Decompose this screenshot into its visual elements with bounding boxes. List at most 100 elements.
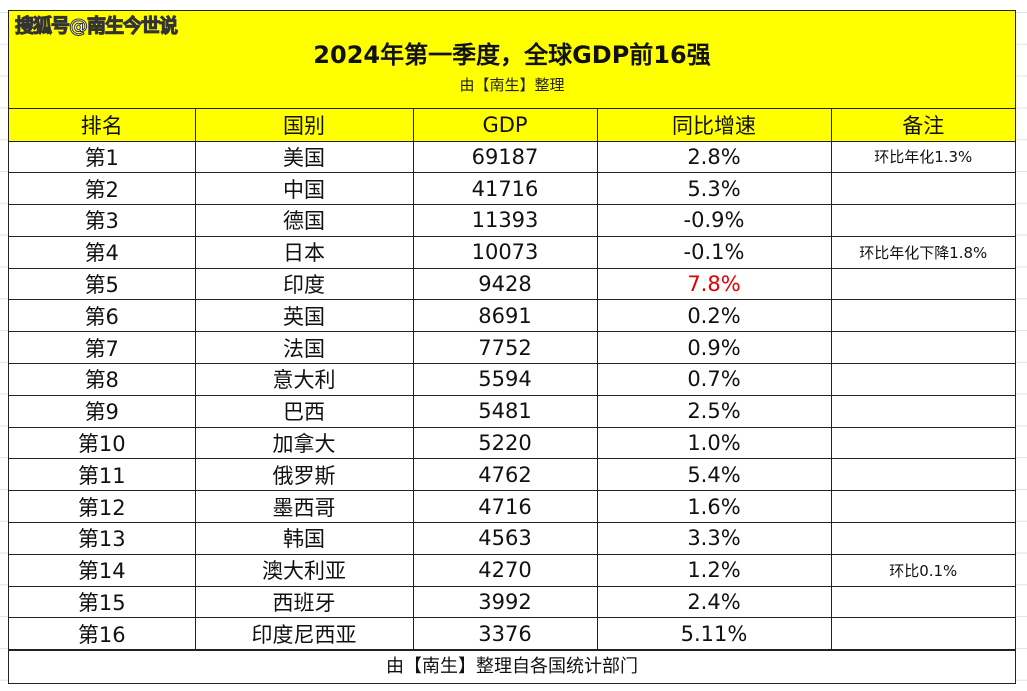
growth-cell: 2.8%: [596, 140, 832, 174]
rank-cell: 第6: [9, 299, 196, 333]
gdp-cell: 4563: [412, 522, 598, 555]
gdp-cell: 5594: [412, 363, 598, 396]
table-row: 第5 印度 9428 7.8%: [9, 267, 1015, 301]
note-cell: [830, 426, 1015, 460]
country-cell: 法国: [194, 331, 414, 365]
table-row: 第12 墨西哥 4716 1.6%: [9, 490, 1015, 524]
table-row: 第9 巴西 5481 2.5%: [9, 394, 1015, 428]
note-cell: [830, 522, 1015, 555]
note-cell: [830, 490, 1015, 524]
table-row: 第4 日本 10073 -0.1% 环比年化下降1.8%: [9, 235, 1015, 269]
note-cell: [830, 267, 1015, 301]
header-row: 排名 国别 GDP 同比增速 备注: [9, 109, 1015, 142]
table-row: 第10 加拿大 5220 1.0%: [9, 426, 1015, 460]
growth-cell: 0.7%: [596, 363, 832, 396]
note-cell: [830, 394, 1015, 428]
growth-cell: 1.2%: [596, 553, 832, 587]
header-country: 国别: [194, 109, 414, 142]
country-cell: 英国: [194, 299, 414, 333]
gdp-cell: 11393: [412, 204, 598, 237]
gdp-cell: 5481: [412, 394, 598, 428]
country-cell: 印度尼西亚: [194, 617, 414, 651]
gdp-cell: 8691: [412, 299, 598, 333]
country-cell: 巴西: [194, 394, 414, 428]
growth-cell: 0.9%: [596, 331, 832, 365]
rank-cell: 第9: [9, 394, 196, 428]
growth-cell: -0.9%: [596, 204, 832, 237]
gdp-cell: 41716: [412, 172, 598, 206]
country-cell: 印度: [194, 267, 414, 301]
note-cell: [830, 172, 1015, 206]
gdp-table: 排名 国别 GDP 同比增速 备注 第1 美国 69187 2.8% 环比年化1.3% 第…: [9, 109, 1015, 651]
note-cell: 环比年化1.3%: [830, 140, 1015, 174]
country-cell: 意大利: [194, 363, 414, 396]
watermark: 搜狐号@南生今世说: [14, 15, 178, 38]
country-cell: 俄罗斯: [194, 458, 414, 492]
gdp-cell: 3992: [412, 585, 598, 619]
growth-cell: 5.11%: [596, 617, 832, 651]
rank-cell: 第13: [9, 522, 196, 555]
country-cell: 韩国: [194, 522, 414, 555]
country-cell: 日本: [194, 235, 414, 269]
header-note: 备注: [830, 109, 1015, 142]
growth-cell: 5.4%: [596, 458, 832, 492]
table-row: 第11 俄罗斯 4762 5.4%: [9, 458, 1015, 492]
note-cell: [830, 204, 1015, 237]
rank-cell: 第8: [9, 363, 196, 396]
country-cell: 澳大利亚: [194, 553, 414, 587]
table-row: 第14 澳大利亚 4270 1.2% 环比0.1%: [9, 553, 1015, 587]
rank-cell: 第2: [9, 172, 196, 206]
rank-cell: 第16: [9, 617, 196, 651]
rank-cell: 第7: [9, 331, 196, 365]
note-cell: [830, 458, 1015, 492]
table-subtitle: 由【南生】整理: [459, 76, 565, 94]
country-cell: 中国: [194, 172, 414, 206]
table-footer: 由【南生】整理自各国统计部门: [9, 650, 1015, 683]
gdp-cell: 5220: [412, 426, 598, 460]
growth-cell: 1.6%: [596, 490, 832, 524]
title-banner: 搜狐号@南生今世说 2024年第一季度，全球GDP前16强 由【南生】整理: [9, 11, 1015, 109]
note-cell: 环比年化下降1.8%: [830, 235, 1015, 269]
table-row: 第15 西班牙 3992 2.4%: [9, 585, 1015, 619]
rank-cell: 第14: [9, 553, 196, 587]
note-cell: 环比0.1%: [830, 553, 1015, 587]
table-row: 第1 美国 69187 2.8% 环比年化1.3%: [9, 140, 1015, 174]
country-cell: 西班牙: [194, 585, 414, 619]
rank-cell: 第15: [9, 585, 196, 619]
gdp-cell: 4762: [412, 458, 598, 492]
gdp-cell: 4270: [412, 553, 598, 587]
rank-cell: 第5: [9, 267, 196, 301]
gdp-cell: 69187: [412, 140, 598, 174]
note-cell: [830, 617, 1015, 651]
note-cell: [830, 363, 1015, 396]
table-row: 第7 法国 7752 0.9%: [9, 331, 1015, 365]
rank-cell: 第4: [9, 235, 196, 269]
table-row: 第16 印度尼西亚 3376 5.11%: [9, 617, 1015, 651]
growth-cell: 0.2%: [596, 299, 832, 333]
growth-cell: 7.8%: [596, 267, 832, 301]
table-row: 第13 韩国 4563 3.3%: [9, 522, 1015, 555]
rank-cell: 第3: [9, 204, 196, 237]
table-row: 第3 德国 11393 -0.9%: [9, 204, 1015, 237]
table-title: 2024年第一季度，全球GDP前16强: [313, 41, 711, 69]
header-gdp: GDP: [412, 109, 598, 142]
growth-cell: -0.1%: [596, 235, 832, 269]
rank-cell: 第10: [9, 426, 196, 460]
table-row: 第2 中国 41716 5.3%: [9, 172, 1015, 206]
rank-cell: 第12: [9, 490, 196, 524]
growth-cell: 3.3%: [596, 522, 832, 555]
gdp-table-sheet: 搜狐号@南生今世说 2024年第一季度，全球GDP前16强 由【南生】整理 排名…: [8, 10, 1016, 685]
gdp-cell: 4716: [412, 490, 598, 524]
gdp-cell: 7752: [412, 331, 598, 365]
growth-cell: 1.0%: [596, 426, 832, 460]
growth-cell: 2.4%: [596, 585, 832, 619]
header-rank: 排名: [9, 109, 196, 142]
table-row: 第6 英国 8691 0.2%: [9, 299, 1015, 333]
gdp-cell: 9428: [412, 267, 598, 301]
note-cell: [830, 585, 1015, 619]
growth-cell: 5.3%: [596, 172, 832, 206]
rank-cell: 第11: [9, 458, 196, 492]
country-cell: 墨西哥: [194, 490, 414, 524]
country-cell: 加拿大: [194, 426, 414, 460]
table-row: 第8 意大利 5594 0.7%: [9, 363, 1015, 396]
